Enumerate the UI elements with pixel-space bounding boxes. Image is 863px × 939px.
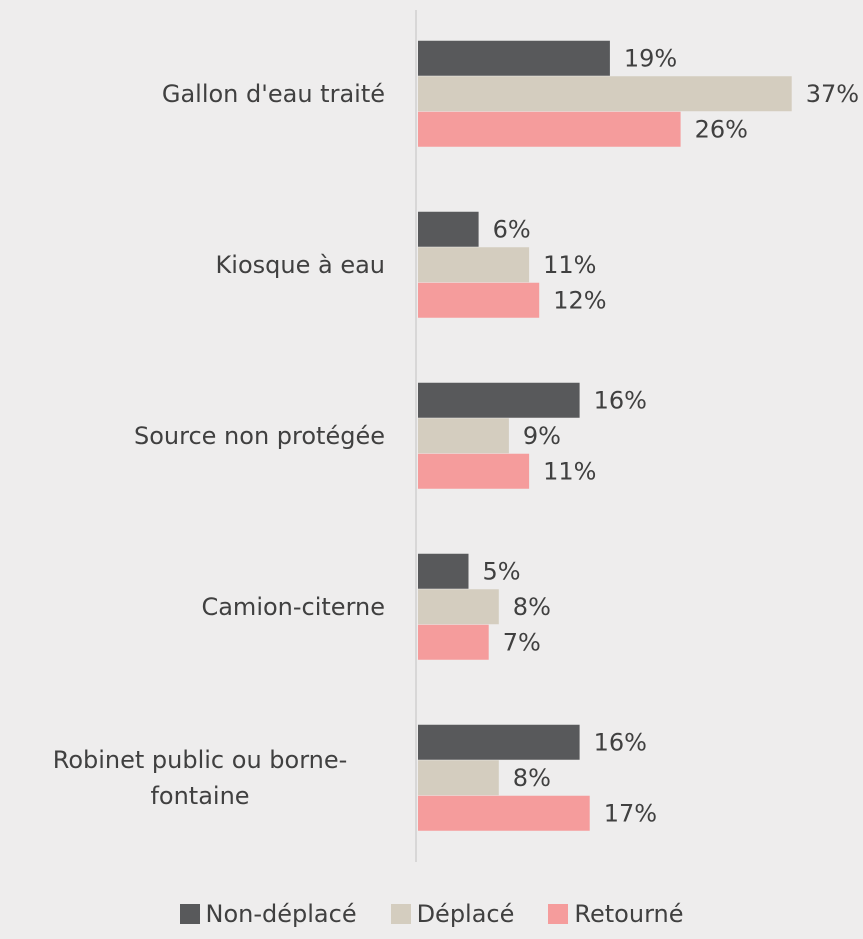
bar: [418, 418, 509, 454]
legend-item: Non-déplacé: [179, 900, 357, 928]
category-label: Source non protégée: [134, 422, 385, 450]
legend-swatch: [390, 904, 411, 924]
category-label: Robinet public ou borne-fontaine: [52, 746, 348, 810]
data-label: 16%: [594, 728, 647, 756]
data-label: 8%: [513, 593, 551, 621]
category-label: Camion-citerne: [201, 593, 385, 621]
data-label: 12%: [553, 286, 606, 314]
bar: [418, 553, 469, 589]
legend-item: Retourné: [548, 900, 684, 928]
legend-swatch: [179, 904, 200, 924]
category-label: Gallon d'eau traité: [161, 80, 385, 108]
bar: [418, 724, 580, 760]
bar: [418, 40, 610, 76]
data-label: 19%: [624, 44, 677, 72]
bar: [418, 211, 479, 247]
legend-label: Non-déplacé: [205, 900, 357, 928]
legend: Non-déplacé Déplacé Retourné: [0, 900, 863, 928]
bar: [418, 795, 590, 831]
bar: [418, 282, 540, 318]
legend-label: Déplacé: [416, 900, 515, 928]
category-label-box: Source non protégée: [10, 381, 385, 491]
bar: [418, 111, 681, 147]
category-label-box: Camion-citerne: [10, 552, 385, 662]
legend-label: Retourné: [574, 900, 684, 928]
category-label: Kiosque à eau: [215, 251, 385, 279]
data-label: 6%: [493, 215, 531, 243]
bar: [418, 453, 530, 489]
bar: [418, 382, 580, 418]
category-label-box: Robinet public ou borne-fontaine: [10, 723, 385, 833]
data-label: 7%: [503, 628, 541, 656]
data-label: 9%: [523, 422, 561, 450]
bar: [418, 589, 499, 625]
data-label: 8%: [513, 764, 551, 792]
legend-item: Déplacé: [390, 900, 515, 928]
bar: [418, 76, 792, 112]
data-label: 5%: [483, 557, 521, 585]
data-label: 37%: [806, 80, 859, 108]
legend-swatch: [548, 904, 569, 924]
category-label-box: Gallon d'eau traité: [10, 39, 385, 149]
data-label: 11%: [543, 457, 596, 485]
bar: [418, 247, 530, 283]
data-label: 26%: [695, 115, 748, 143]
data-label: 11%: [543, 251, 596, 279]
category-label-box: Kiosque à eau: [10, 210, 385, 320]
data-label: 16%: [594, 386, 647, 414]
bar: [418, 624, 489, 660]
bar: [418, 760, 499, 796]
data-label: 17%: [604, 799, 657, 827]
